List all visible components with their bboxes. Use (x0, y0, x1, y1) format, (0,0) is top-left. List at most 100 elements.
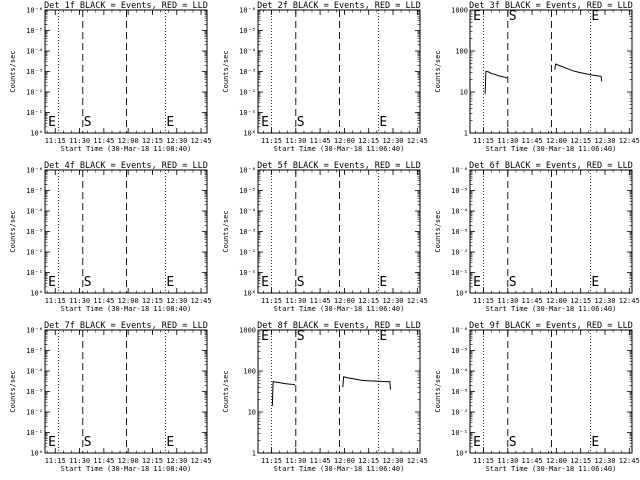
y-tick-label: 10⁻¹ (26, 269, 43, 277)
marker-label-s: S (297, 329, 305, 344)
y-tick-label: 1000 (451, 7, 468, 15)
x-tick-label: 12:15 (570, 457, 591, 465)
panel-title: Det 6f BLACK = Events, RED = LLD (469, 161, 633, 171)
panel-title: Det 7f BLACK = Events, RED = LLD (44, 321, 208, 331)
plot-frame (44, 169, 208, 294)
x-tick-label: 12:00 (334, 457, 355, 465)
plot-frame (469, 329, 633, 454)
marker-label-s: S (84, 275, 92, 290)
y-tick-label: 10⁻¹ (451, 429, 468, 437)
panel-title: Det 9f BLACK = Events, RED = LLD (469, 321, 633, 331)
y-tick-label: 10⁻³ (26, 388, 43, 396)
panel-title: Det 8f BLACK = Events, RED = LLD (257, 321, 421, 331)
x-axis-label: Start Time (30-Mar-18 11:08:40) (61, 145, 192, 153)
x-tick-label: 12:00 (334, 297, 355, 305)
marker-label-e: E (261, 275, 269, 290)
y-tick-label: 10⁻¹ (451, 269, 468, 277)
x-tick-label: 11:30 (285, 297, 306, 305)
x-axis-label: Start Time (30-Mar-18 11:08:40) (61, 305, 192, 313)
marker-label-e: E (166, 115, 174, 130)
y-tick-label: 10⁻³ (26, 68, 43, 76)
marker-label-s: S (297, 275, 305, 290)
x-axis-label: Start Time (30-Mar-18 11:06:40) (486, 465, 617, 473)
x-tick-label: 11:15 (261, 297, 282, 305)
x-tick-label: 11:45 (93, 297, 114, 305)
x-tick-label: 12:00 (118, 457, 139, 465)
y-tick-label: 10⁻³ (239, 68, 256, 76)
y-tick-label: 10⁻⁴ (26, 368, 43, 376)
x-tick-label: 12:45 (619, 457, 640, 465)
y-tick-label: 1000 (239, 327, 256, 335)
x-tick-label: 12:45 (191, 297, 212, 305)
x-tick-label: 12:45 (619, 297, 640, 305)
marker-label-e: E (379, 115, 387, 130)
marker-label-s: S (84, 435, 92, 450)
x-tick-label: 12:45 (407, 457, 428, 465)
y-tick-label: 10⁻⁴ (26, 208, 43, 216)
x-tick-label: 12:30 (594, 137, 615, 145)
x-tick-label: 12:30 (594, 297, 615, 305)
detector-panel: Det 2f BLACK = Events, RED = LLD 10⁰ 10⁻¹ 1… (222, 1, 428, 153)
y-axis-label: Counts/sec (9, 50, 17, 92)
x-tick-label: 11:45 (310, 297, 331, 305)
x-tick-label: 12:45 (407, 297, 428, 305)
y-tick-label: 10⁻⁵ (451, 187, 468, 195)
x-tick-label: 12:45 (191, 137, 212, 145)
y-tick-label: 1 (464, 130, 468, 138)
x-tick-label: 12:30 (166, 457, 187, 465)
y-tick-label: 10⁻³ (451, 388, 468, 396)
x-tick-label: 12:15 (570, 137, 591, 145)
x-tick-label: 11:45 (522, 457, 543, 465)
y-tick-label: 10⁰ (30, 130, 43, 138)
x-tick-label: 11:15 (261, 457, 282, 465)
marker-label-s: S (297, 115, 305, 130)
y-tick-label: 1 (252, 450, 256, 458)
marker-label-e: E (48, 275, 56, 290)
x-axis-label: Start Time (30-Mar-18 11:08:40) (61, 465, 192, 473)
y-tick-label: 10⁻⁵ (26, 27, 43, 35)
x-tick-label: 12:00 (546, 137, 567, 145)
y-tick-label: 10⁻³ (239, 228, 256, 236)
x-tick-label: 11:30 (285, 457, 306, 465)
marker-label-e: E (261, 329, 269, 344)
y-tick-label: 10⁰ (243, 130, 256, 138)
x-tick-label: 11:30 (497, 137, 518, 145)
detector-panel: Det 1f BLACK = Events, RED = LLD 10⁰ 10⁻¹ 1… (9, 1, 212, 153)
y-tick-label: 10⁻⁶ (26, 7, 43, 15)
x-tick-label: 11:15 (473, 457, 494, 465)
x-axis-label: Start Time (30-Mar-18 11:06:40) (274, 305, 405, 313)
x-tick-label: 12:00 (546, 297, 567, 305)
detector-panel: Det 3f BLACK = Events, RED = LLD 1 10 100 10… (434, 1, 640, 153)
x-tick-label: 12:15 (142, 137, 163, 145)
x-tick-label: 12:00 (118, 137, 139, 145)
x-tick-label: 11:15 (261, 137, 282, 145)
y-tick-label: 10⁻⁴ (239, 48, 256, 56)
x-tick-label: 11:15 (473, 297, 494, 305)
marker-label-e: E (473, 275, 481, 290)
y-tick-label: 10⁻² (26, 89, 43, 97)
y-axis-label: Counts/sec (9, 370, 17, 412)
plot-frame (469, 9, 633, 134)
plot-frame (257, 9, 421, 134)
detector-panel: Det 5f BLACK = Events, RED = LLD 10⁰ 10⁻¹ 1… (222, 161, 428, 313)
y-tick-label: 10⁻⁶ (26, 167, 43, 175)
marker-label-e: E (261, 115, 269, 130)
y-tick-label: 10⁻⁴ (26, 48, 43, 56)
y-tick-label: 10⁻⁴ (451, 368, 468, 376)
marker-label-e: E (473, 9, 481, 24)
y-tick-label: 10⁰ (455, 450, 468, 458)
y-tick-label: 10⁻⁵ (239, 187, 256, 195)
y-tick-label: 10 (460, 89, 468, 97)
y-tick-label: 10⁰ (243, 290, 256, 298)
x-tick-label: 12:00 (334, 137, 355, 145)
y-axis-label: Counts/sec (434, 370, 442, 412)
x-axis-label: Start Time (30-Mar-18 11:06:40) (274, 145, 405, 153)
y-tick-label: 10⁻⁵ (26, 187, 43, 195)
y-axis-label: Counts/sec (222, 370, 230, 412)
y-tick-label: 10⁻² (451, 409, 468, 417)
y-tick-label: 10⁻³ (26, 228, 43, 236)
y-tick-label: 10⁻² (239, 89, 256, 97)
detector-panel: Det 8f BLACK = Events, RED = LLD 1 10 100 10… (222, 321, 428, 473)
x-tick-label: 12:15 (142, 457, 163, 465)
